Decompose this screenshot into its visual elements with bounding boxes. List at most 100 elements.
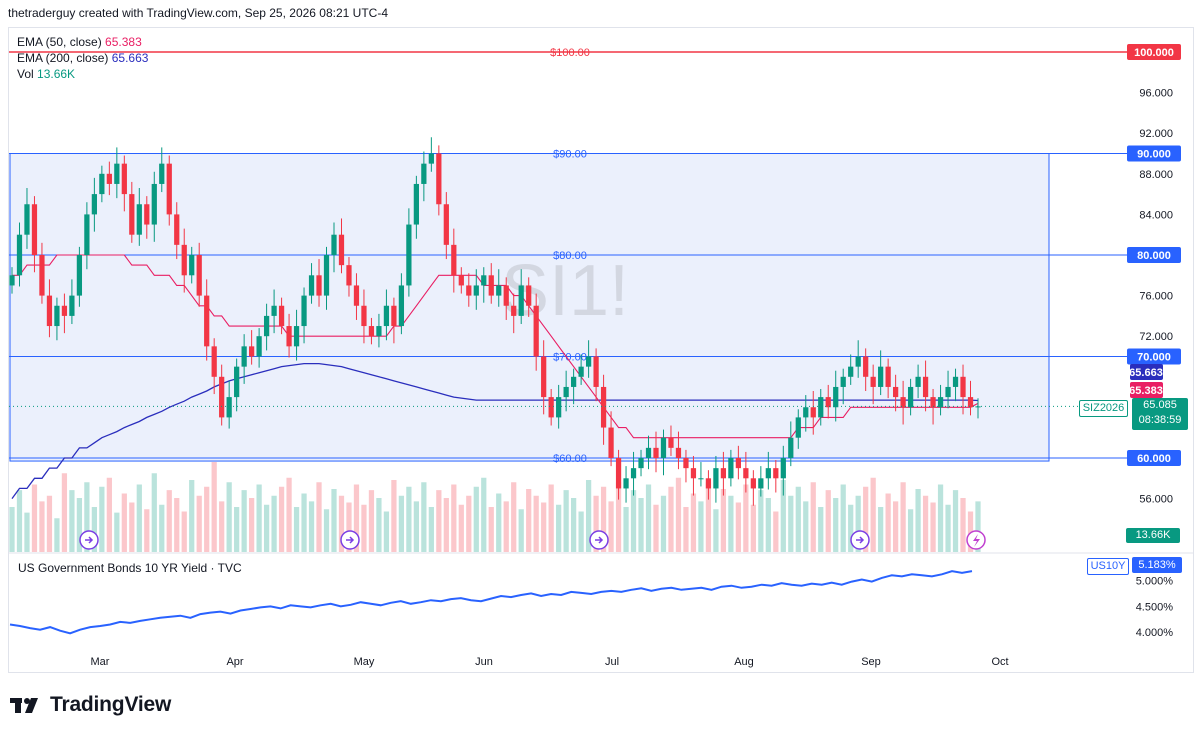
legend-ema200[interactable]: EMA (200, close) 65.663 xyxy=(17,50,148,66)
volume-bar xyxy=(720,489,727,552)
candle-body xyxy=(196,255,202,296)
legend-vol-value: 13.66K xyxy=(37,67,76,81)
volume-tag: 13.66K xyxy=(1126,528,1180,543)
volume-bar xyxy=(278,486,285,552)
candle-body xyxy=(219,376,225,418)
volume-bar xyxy=(571,498,577,552)
candle-body xyxy=(84,214,90,255)
candle-body xyxy=(293,326,300,347)
candle-body xyxy=(578,366,584,377)
candle-body xyxy=(967,397,974,408)
volume-bar xyxy=(226,482,232,552)
candle-body xyxy=(174,214,180,245)
candle-body xyxy=(743,468,749,479)
volume-bar xyxy=(391,480,397,552)
volume-bar xyxy=(780,480,786,552)
yield-axis: 5.000% 4.500% 4.000% xyxy=(1136,576,1174,640)
candle-body xyxy=(226,397,232,418)
candle-body xyxy=(893,386,899,398)
volume-bar xyxy=(24,512,30,552)
legend-ema50[interactable]: EMA (50, close) 65.383 xyxy=(17,34,148,50)
candle-body xyxy=(406,224,412,286)
candle-body xyxy=(46,295,53,327)
candle-body xyxy=(645,447,652,458)
volume-bar xyxy=(735,502,741,552)
symbol-tag[interactable]: SIZ2026 xyxy=(1079,400,1128,417)
candle-body xyxy=(810,407,816,418)
candle-body xyxy=(99,173,105,195)
candle-body xyxy=(885,366,891,387)
level-label: $60.00 xyxy=(553,453,587,465)
volume-bar xyxy=(241,490,247,552)
volume-bar xyxy=(353,484,360,552)
volume-bar xyxy=(361,504,367,552)
volume-bar xyxy=(204,486,210,552)
candle-body xyxy=(443,204,449,245)
volume-bar xyxy=(533,495,539,552)
candle-body xyxy=(623,478,629,489)
candle-body xyxy=(271,305,277,316)
candle-body xyxy=(421,163,427,184)
sub-chart-title[interactable]: US Government Bonds 10 YR Yield · TVC xyxy=(18,561,242,575)
volume-bar xyxy=(713,509,719,552)
candle-body xyxy=(705,478,712,489)
tradingview-logo[interactable]: TradingView xyxy=(10,693,171,717)
candle-body xyxy=(69,295,75,316)
volume-bar xyxy=(293,507,300,552)
volume-bar xyxy=(46,495,53,552)
yield-symbol-tag[interactable]: US10Y xyxy=(1087,558,1129,575)
candle-body xyxy=(481,275,487,286)
price-axis: 96.000 92.000 88.000 84.000 76.000 72.000 56.0… xyxy=(1139,88,1173,506)
ema-axis-tag xyxy=(1130,382,1163,398)
candle-body xyxy=(608,427,614,458)
candle-body xyxy=(144,204,150,225)
candle-body xyxy=(511,305,517,316)
level-label: $90.00 xyxy=(553,149,587,161)
candle-body xyxy=(496,285,502,296)
candle-body xyxy=(556,397,562,418)
candle-body xyxy=(765,468,771,479)
last-price-tag[interactable]: 65.085 08:38:59 xyxy=(1132,398,1188,430)
price-tick-label: 72.000 xyxy=(1139,331,1173,343)
volume-bar xyxy=(743,484,749,552)
volume-bar xyxy=(833,498,839,552)
volume-bar xyxy=(511,482,517,552)
candle-body xyxy=(466,285,472,296)
chart-caption: thetraderguy created with TradingView.co… xyxy=(8,6,388,20)
volume-bar xyxy=(451,484,457,552)
time-tick-label: Jun xyxy=(475,656,493,668)
volume-bar xyxy=(608,501,614,552)
candle-body xyxy=(690,468,697,479)
candle-body xyxy=(338,234,345,266)
candle-body xyxy=(106,173,112,184)
candle-body xyxy=(653,447,659,458)
candle-body xyxy=(234,366,240,398)
candle-body xyxy=(316,275,322,296)
candle-body xyxy=(833,386,839,408)
volume-bar xyxy=(578,511,584,552)
candle-body xyxy=(750,478,756,489)
candle-body xyxy=(960,376,966,398)
ema200-line xyxy=(11,362,979,499)
volume-bar xyxy=(952,490,959,552)
volume-bar xyxy=(705,482,712,552)
volume-bar xyxy=(556,504,562,552)
candle-body xyxy=(256,336,262,357)
volume-bar xyxy=(900,482,906,552)
volume-bar xyxy=(76,498,83,552)
volume-bar xyxy=(683,507,689,552)
volume-bar xyxy=(893,501,899,552)
candle-body xyxy=(436,153,442,205)
volume-bar xyxy=(39,501,45,552)
event-marker-icon xyxy=(79,530,99,550)
volume-bar xyxy=(473,486,479,552)
candle-body xyxy=(331,234,337,255)
legend-ema50-value: 65.383 xyxy=(105,35,142,49)
yield-last-tag: 5.183% xyxy=(1132,557,1182,573)
candle-body xyxy=(720,468,727,479)
legend-vol[interactable]: Vol 13.66K xyxy=(17,66,148,82)
volume-bar xyxy=(773,511,779,552)
event-marker-icon xyxy=(850,530,870,550)
candle-body xyxy=(308,275,315,296)
